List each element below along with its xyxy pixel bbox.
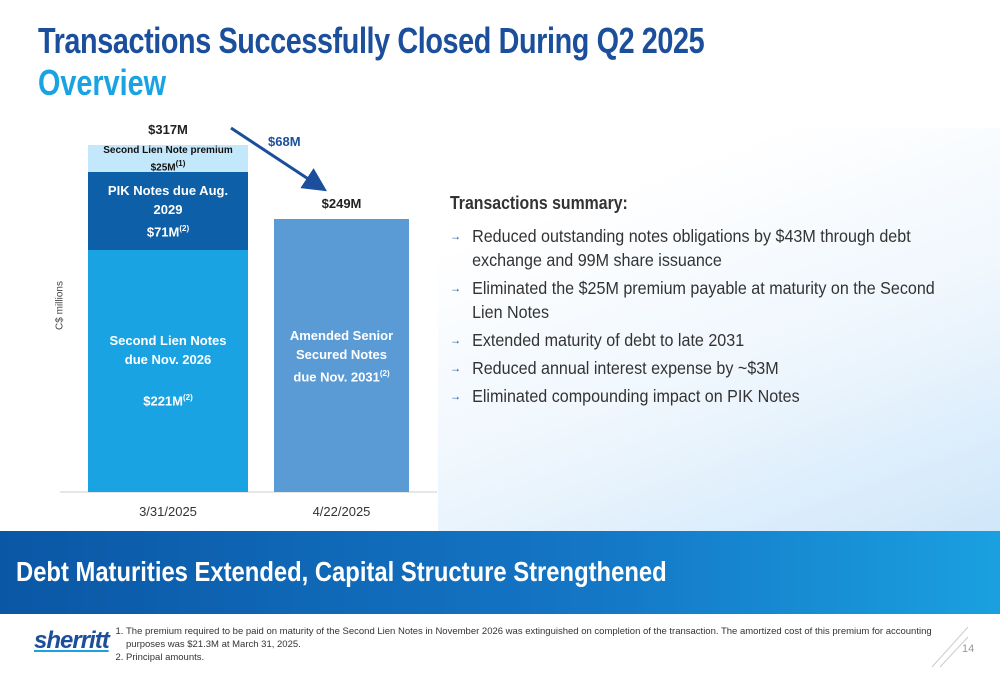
segment-value-label: $71M — [146, 224, 180, 240]
footnotes: The premium required to be paid on matur… — [108, 625, 946, 664]
footnote: The premium required to be paid on matur… — [126, 625, 946, 651]
footnote-ref: (2) — [182, 393, 193, 403]
segment-label: Second Lien Notes due Nov. 2026 $221M(2) — [98, 250, 238, 492]
segment-name: Second Lien Notes due Nov. 2026 — [109, 333, 227, 368]
bar-segment — [88, 172, 248, 251]
segment-value: $25M(1) — [98, 157, 238, 174]
segment-name: PIK Notes due Aug. 2029 — [107, 183, 229, 218]
banner — [0, 531, 1000, 614]
footnote: Principal amounts. — [126, 651, 946, 664]
segment-value: $71M(2) — [98, 219, 238, 241]
chart: $68M C$ millions 3/31/2025 Second Lien No… — [0, 110, 440, 530]
summary-item: Reduced outstanding notes obligations by… — [450, 224, 960, 272]
bar-segment — [274, 219, 409, 492]
bar-segment — [88, 145, 248, 173]
segment-value-label: $25M — [150, 161, 176, 173]
x-tick-label: 4/22/2025 — [312, 504, 371, 519]
segment-value: $221M(2) — [98, 388, 238, 410]
summary-list: Reduced outstanding notes obligations by… — [450, 224, 970, 412]
total-label: $249M — [321, 196, 362, 212]
summary-item: Reduced annual interest expense by ~$3M — [450, 356, 960, 380]
total-label: $317M — [148, 122, 188, 137]
segment-name: Second Lien Note premium — [103, 144, 233, 156]
summary-heading: Transactions summary: — [450, 193, 628, 213]
segment-label: PIK Notes due Aug. 2029 $71M(2) — [98, 172, 238, 250]
summary-item: Eliminated the $25M premium payable at m… — [450, 276, 960, 324]
corner-deco — [931, 626, 969, 668]
change-arrow — [230, 126, 328, 192]
segment-name: Amended Senior Secured Notes due Nov. 20… — [289, 327, 394, 384]
logo: sherritt — [34, 627, 110, 654]
segment-label: Amended Senior Secured Notes due Nov. 20… — [284, 219, 399, 492]
chart-decoration — [60, 126, 437, 493]
slide-title: Transactions Successfully Closed During … — [38, 20, 705, 61]
change-annotation: $68M — [268, 134, 301, 149]
x-tick-label: 3/31/2025 — [139, 504, 197, 519]
footnote-ref: (2) — [179, 224, 190, 234]
summary-item: Extended maturity of debt to late 2031 — [450, 328, 960, 352]
summary-item: Eliminated compounding impact on PIK Not… — [450, 384, 960, 408]
slide-subtitle: Overview — [38, 62, 167, 103]
footnote-ref: (2) — [379, 368, 390, 378]
page-number: 14 — [962, 643, 975, 655]
segment-value-label: $221M — [143, 393, 183, 409]
bar-segment — [88, 250, 248, 492]
banner-text: Debt Maturities Extended, Capital Struct… — [16, 556, 667, 587]
footnote-ref: (1) — [175, 158, 186, 168]
y-axis-label: C$ millions — [54, 281, 66, 330]
segment-label: Second Lien Note premium $25M(1) — [98, 144, 238, 174]
